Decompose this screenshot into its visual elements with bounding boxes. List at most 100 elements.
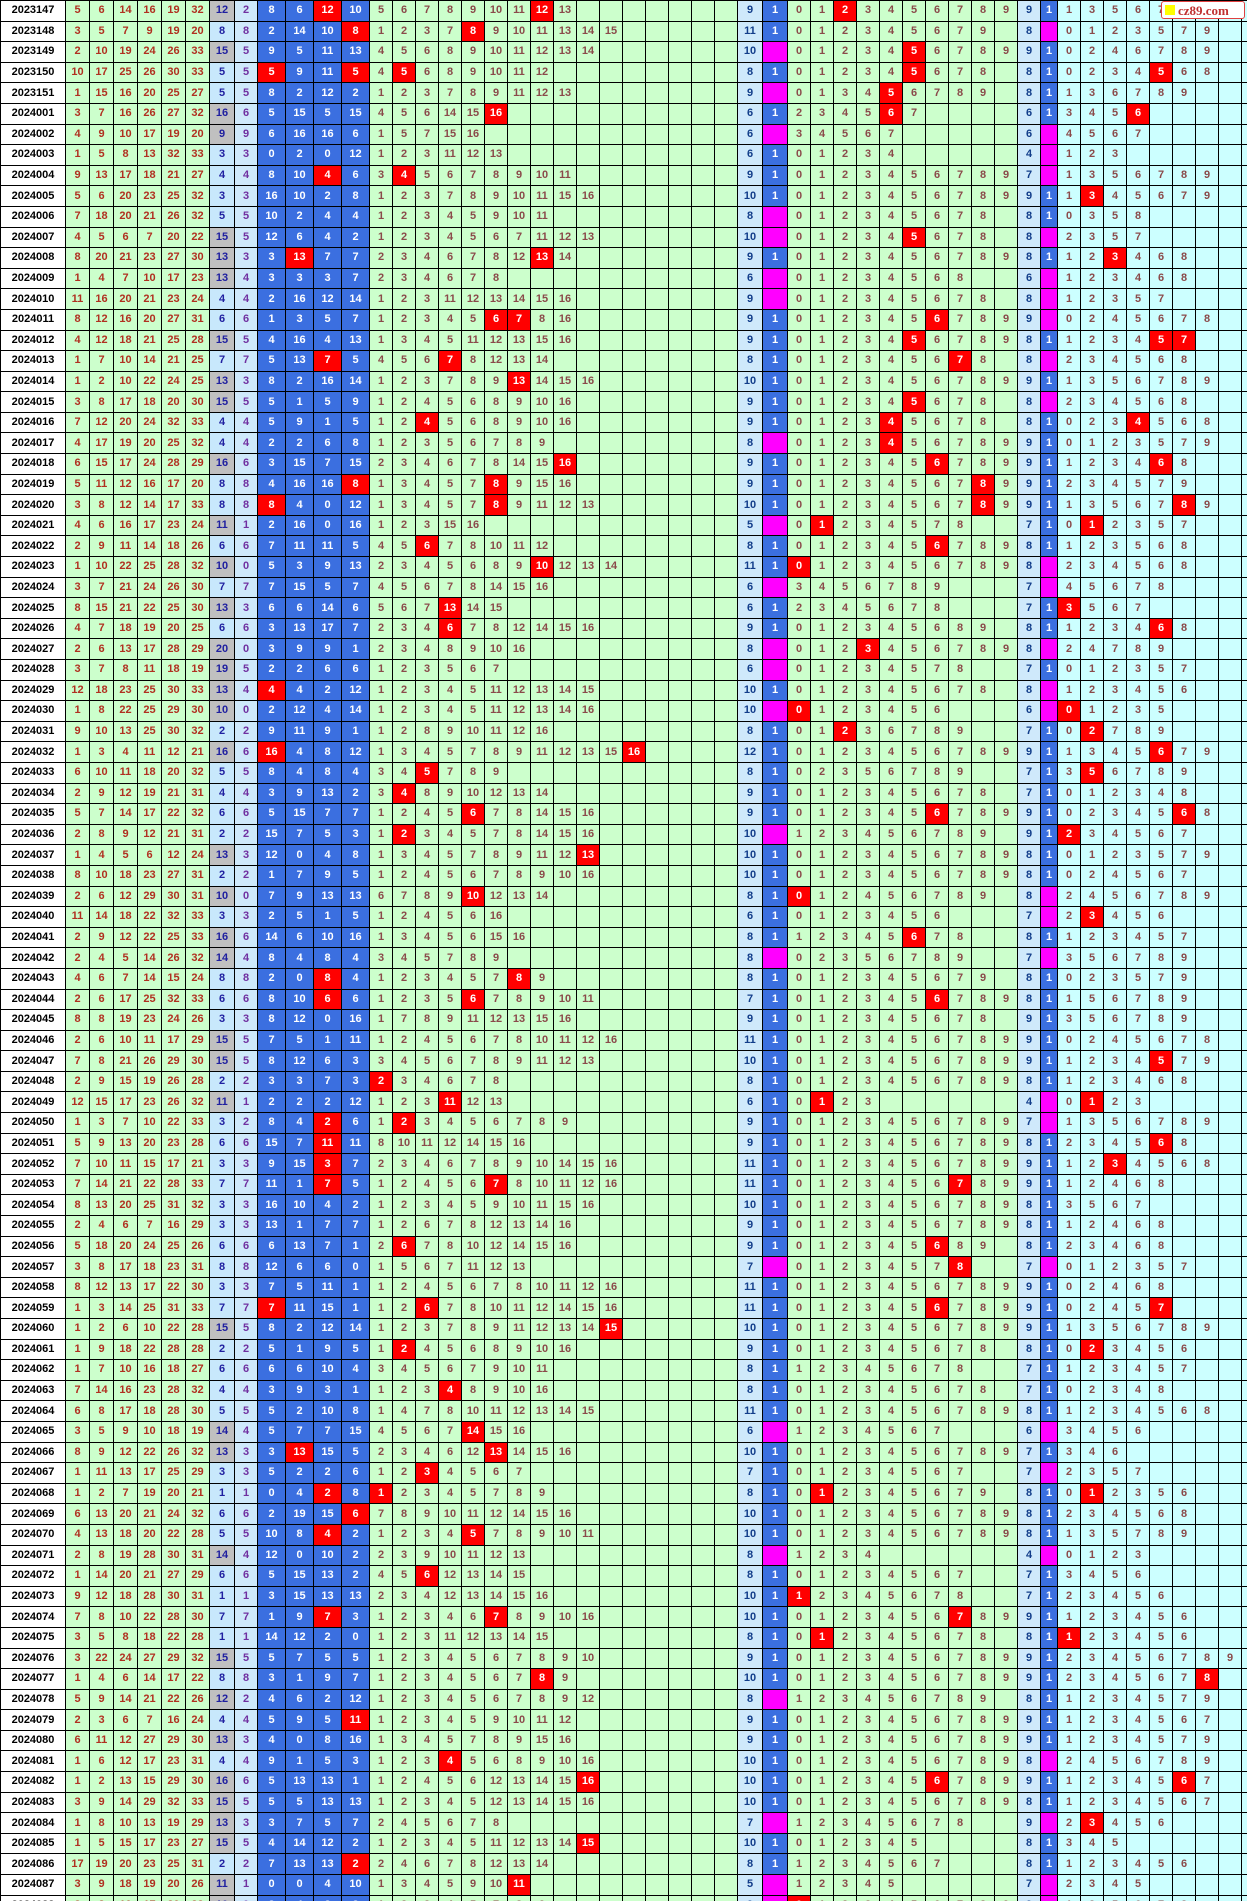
digit-b-cell: 5	[1149, 803, 1173, 825]
digit-b-cell: 5	[1126, 391, 1150, 413]
grid-cell: 16	[530, 1379, 554, 1402]
grid-cell: 5	[461, 1647, 485, 1670]
grid-cell: 1	[369, 1215, 393, 1237]
count-a-cell: 8	[737, 1070, 763, 1093]
grid-cell	[507, 514, 531, 537]
red-ball-cell: 33	[185, 906, 210, 928]
grid-cell: 2	[392, 1029, 416, 1052]
blue-value-cell: 6	[285, 0, 314, 22]
count-a-cell: 8	[737, 1544, 763, 1567]
digit-a-cell: 7	[948, 1626, 972, 1649]
sum-cell: 15	[209, 1029, 235, 1052]
digit-b-cell: 6	[1126, 885, 1150, 908]
blue-value-cell: 5	[257, 1709, 286, 1731]
grid-cell: 6	[438, 1441, 462, 1464]
grid-cell: 9	[530, 1750, 554, 1773]
grid-cell: 2	[369, 1544, 393, 1567]
grid-cell: 7	[461, 473, 485, 496]
digit-b-cell: 2	[1080, 720, 1104, 743]
blue-value-cell: 19	[285, 1503, 314, 1525]
grid-cell	[553, 1256, 577, 1278]
count-a-cell: 10	[737, 1668, 763, 1690]
red-ball-cell: 16	[113, 1379, 138, 1402]
red-ball-cell: 31	[185, 1544, 210, 1567]
digit-b-cell: 1	[1057, 1173, 1081, 1196]
grid-cell: 7	[392, 885, 416, 908]
red-ball-cell: 21	[137, 288, 162, 310]
grid-cell	[714, 144, 738, 166]
grid-cell: 1	[369, 1688, 393, 1711]
digit-b-cell	[1218, 1812, 1242, 1834]
flag-a-cell: 1	[762, 1173, 788, 1196]
red-ball-cell: 16	[113, 514, 138, 537]
sum-cell: 6	[209, 308, 235, 331]
flag-b-cell: 1	[1040, 1276, 1058, 1299]
digit-a-cell: 7	[948, 1771, 972, 1793]
grid-cell: 16	[530, 720, 554, 743]
table-row: 2024012 4 12 18 21 25 28 15 5 4 16 4 13 1 3 4 5 11 12 13 15 1…	[0, 329, 1247, 352]
digit-a-cell: 4	[810, 123, 834, 146]
grid-cell: 12	[576, 1276, 600, 1299]
red-ball-cell: 30	[185, 1276, 210, 1299]
tail-cell: 3	[234, 844, 258, 866]
digit-b-cell: 5	[1080, 1009, 1104, 1031]
grid-cell: 4	[415, 1771, 439, 1793]
blue-value-cell: 6	[341, 164, 370, 187]
tail-cell: 2	[234, 864, 258, 887]
digit-b-cell: 8	[1149, 947, 1173, 969]
digit-b-cell: 1	[1057, 1070, 1081, 1093]
digit-b-cell	[1241, 102, 1247, 125]
red-ball-cell: 5	[65, 1132, 90, 1155]
grid-cell: 8	[415, 885, 439, 908]
grid-cell: 6	[438, 1812, 462, 1834]
digit-b-cell: 4	[1080, 1420, 1104, 1443]
grid-cell: 14	[507, 1235, 531, 1258]
digit-a-cell: 6	[925, 0, 949, 22]
digit-a-cell: 5	[902, 1256, 926, 1278]
digit-a-cell	[994, 61, 1018, 84]
red-ball-cell: 1	[65, 1771, 90, 1793]
digit-b-cell	[1195, 82, 1219, 104]
digit-b-cell: 5	[1103, 1523, 1127, 1546]
red-ball-cell: 21	[161, 164, 186, 187]
grid-cell	[553, 205, 577, 228]
digit-a-cell: 7	[948, 988, 972, 1011]
digit-a-cell: 0	[787, 906, 811, 928]
red-ball-cell: 8	[65, 597, 90, 619]
digit-b-cell: 9	[1172, 1523, 1196, 1546]
grid-cell: 8	[461, 535, 485, 558]
digit-b-cell	[1218, 659, 1242, 681]
digit-a-cell: 7	[948, 185, 972, 207]
count-a-cell: 12	[737, 741, 763, 763]
digit-a-cell: 9	[971, 967, 995, 990]
issue-id-cell: 2024031	[0, 720, 66, 743]
blue-value-cell: 5	[341, 1647, 370, 1670]
grid-cell: 7	[438, 350, 462, 372]
digit-b-cell: 6	[1126, 1565, 1150, 1587]
digit-b-cell: 7	[1172, 1729, 1196, 1752]
count-b-cell: 8	[1017, 988, 1041, 1011]
blue-value-cell: 13	[313, 1771, 342, 1793]
grid-cell	[691, 432, 715, 455]
count-a-cell: 10	[737, 1791, 763, 1814]
sum-cell: 1	[209, 1626, 235, 1649]
grid-cell: 7	[507, 1668, 531, 1690]
digit-b-cell: 8	[1172, 41, 1196, 63]
digit-a-cell: 6	[925, 1565, 949, 1587]
sum-cell: 4	[209, 411, 235, 434]
grid-cell	[645, 1297, 669, 1319]
count-a-cell: 6	[737, 1091, 763, 1114]
blue-value-cell: 7	[341, 1153, 370, 1175]
digit-b-cell: 3	[1080, 370, 1104, 393]
digit-a-cell: 4	[879, 1606, 903, 1628]
digit-a-cell: 2	[833, 782, 857, 805]
digit-b-cell: 5	[1103, 1112, 1127, 1134]
red-ball-cell: 18	[113, 329, 138, 352]
tail-cell: 5	[234, 1400, 258, 1422]
digit-b-cell: 8	[1172, 1070, 1196, 1093]
grid-cell	[599, 1812, 623, 1834]
grid-cell: 13	[461, 1565, 485, 1587]
sum-cell: 4	[209, 164, 235, 187]
digit-a-cell	[994, 823, 1018, 846]
digit-a-cell: 8	[971, 1215, 995, 1237]
